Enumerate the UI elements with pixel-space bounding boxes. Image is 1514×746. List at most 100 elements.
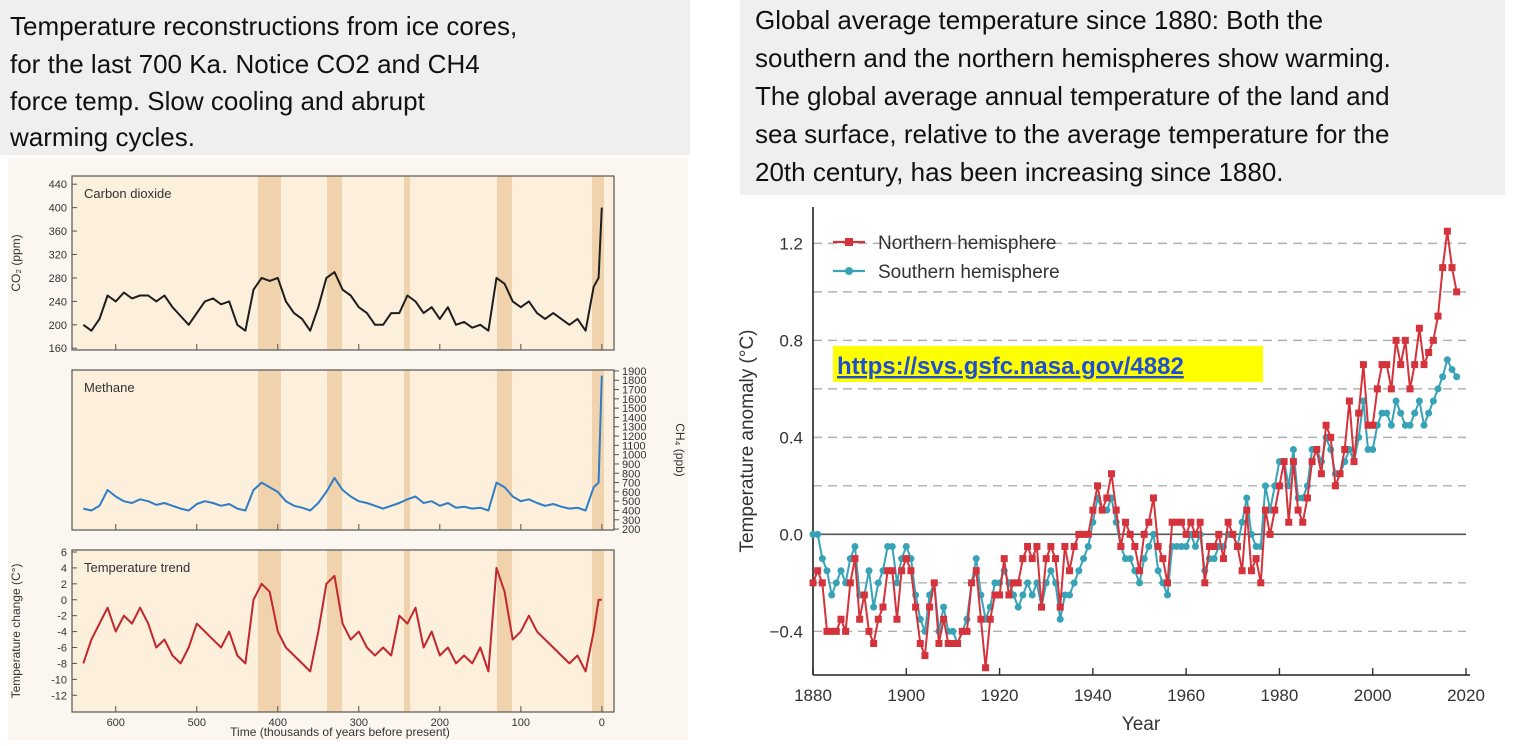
point — [1191, 542, 1199, 550]
point — [1397, 409, 1405, 417]
point — [814, 567, 822, 575]
slide-text-line: force temp. Slow cooling and abrupt — [10, 86, 426, 116]
y-tick-label: 280 — [49, 273, 67, 285]
y-tick-label: 160 — [49, 343, 67, 355]
point — [926, 603, 934, 611]
point — [954, 639, 962, 647]
point — [1103, 494, 1111, 502]
x-tick-label: 100 — [512, 717, 530, 729]
point — [823, 627, 831, 635]
point — [1327, 433, 1335, 441]
y-tick-label: 0.0 — [779, 525, 803, 544]
point — [1443, 227, 1451, 235]
y-axis-label: Temperature anomaly (°C) — [737, 329, 758, 552]
point — [1425, 348, 1433, 356]
point — [1075, 530, 1083, 538]
point — [870, 603, 878, 611]
point — [856, 615, 864, 623]
point — [1201, 579, 1209, 587]
point — [1271, 506, 1279, 514]
interglacial-band — [258, 370, 281, 530]
point — [851, 542, 859, 550]
interglacial-band — [592, 176, 604, 350]
point — [1005, 591, 1013, 599]
y-tick-label: 1200 — [622, 431, 646, 443]
point — [1224, 518, 1232, 526]
point — [1229, 530, 1237, 538]
point — [870, 639, 878, 647]
point — [1019, 591, 1027, 599]
point — [828, 627, 836, 635]
point — [1243, 506, 1251, 514]
point — [982, 664, 990, 672]
point — [1369, 421, 1377, 429]
point — [1066, 567, 1074, 575]
slide-text-line: sea surface, relative to the average tem… — [755, 119, 1389, 149]
interglacial-band — [258, 550, 281, 712]
point — [1317, 470, 1325, 478]
y-axis-label: CO₂ (ppm) — [9, 234, 23, 291]
point — [1112, 506, 1120, 514]
point — [1019, 555, 1027, 563]
slide-text-line: warming cycles. — [9, 122, 195, 152]
legend-label: Northern hemisphere — [878, 233, 1056, 254]
point — [1140, 555, 1148, 563]
x-tick-label: 200 — [431, 717, 449, 729]
point — [1080, 530, 1088, 538]
y-tick-label: 1700 — [622, 385, 646, 397]
point — [1378, 361, 1386, 369]
series-line — [82, 207, 603, 332]
point — [1047, 567, 1055, 575]
interglacial-band — [327, 176, 342, 350]
y-tick-label: 440 — [49, 179, 67, 191]
point — [1149, 530, 1157, 538]
y-tick-label: 2 — [61, 579, 67, 591]
point — [912, 603, 920, 611]
point — [874, 615, 882, 623]
point — [1145, 542, 1153, 550]
point — [1028, 555, 1036, 563]
point — [1187, 518, 1195, 526]
y-tick-label: 320 — [49, 250, 67, 262]
point — [1448, 365, 1456, 373]
point — [1387, 421, 1395, 429]
point — [1215, 530, 1223, 538]
x-tick-label: 600 — [107, 717, 125, 729]
point — [1182, 542, 1190, 550]
point — [1154, 567, 1162, 575]
annotation-link[interactable]: https://svs.gsfc.nasa.gov/4882 — [837, 353, 1184, 380]
point — [949, 639, 957, 647]
point — [1350, 458, 1358, 466]
point — [1126, 530, 1134, 538]
point — [1411, 361, 1419, 369]
point — [1140, 530, 1148, 538]
point — [1406, 385, 1414, 393]
point — [837, 615, 845, 623]
y-tick-label: 1500 — [622, 403, 646, 415]
point — [949, 627, 957, 635]
panel-bg — [72, 550, 614, 712]
point — [837, 567, 845, 575]
point — [1052, 555, 1060, 563]
point — [1294, 506, 1302, 514]
point — [1373, 385, 1381, 393]
point — [1303, 494, 1311, 502]
point — [1159, 555, 1167, 563]
y-tick-label: 300 — [622, 515, 640, 527]
interglacial-band — [404, 370, 410, 530]
point — [1434, 312, 1442, 320]
y-tick-label: 0 — [61, 595, 67, 607]
point — [996, 591, 1004, 599]
x-tick-label: 1940 — [1074, 686, 1112, 705]
point — [1136, 579, 1143, 587]
y-tick-label: 200 — [49, 320, 67, 332]
y-tick-label: -12 — [51, 690, 67, 702]
x-tick-label: 300 — [350, 717, 368, 729]
interglacial-band — [497, 370, 512, 530]
y-tick-label: 1100 — [622, 440, 646, 452]
y-tick-label: -10 — [51, 674, 67, 686]
slide-text-line: 20th century, has been increasing since … — [755, 157, 1284, 187]
point — [1080, 555, 1088, 563]
point — [977, 615, 985, 623]
